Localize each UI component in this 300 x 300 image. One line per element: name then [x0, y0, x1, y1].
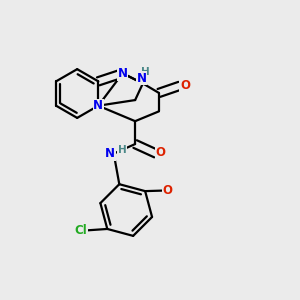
Text: O: O	[156, 146, 166, 159]
Text: N: N	[136, 72, 146, 85]
Text: N: N	[105, 147, 115, 160]
Text: H: H	[142, 67, 150, 76]
Text: N: N	[93, 99, 103, 112]
Text: H: H	[118, 145, 126, 155]
Text: N: N	[118, 67, 128, 80]
Text: O: O	[180, 79, 190, 92]
Text: O: O	[162, 184, 172, 197]
Text: Cl: Cl	[74, 224, 87, 237]
